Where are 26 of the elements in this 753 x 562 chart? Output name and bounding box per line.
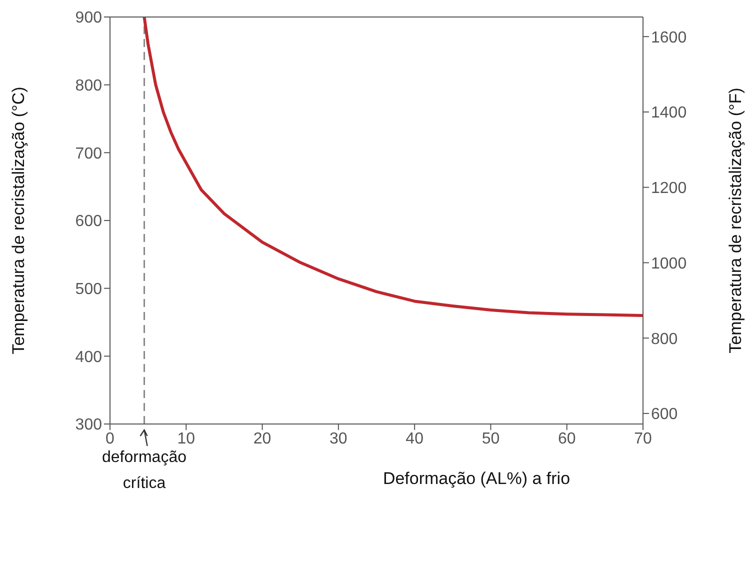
y2-axis-title: Temperatura de recristalização (°F) bbox=[726, 88, 746, 354]
y2-tick-label: 800 bbox=[651, 330, 678, 348]
y-tick-label: 900 bbox=[75, 10, 102, 27]
y-tick-label: 500 bbox=[75, 281, 102, 298]
x-tick-label: 10 bbox=[177, 430, 196, 448]
y2-tick-label: 600 bbox=[651, 406, 678, 424]
x-tick-label: 50 bbox=[482, 430, 500, 448]
y2-tick-label: 1000 bbox=[651, 255, 687, 272]
y2-tick-label: 1600 bbox=[651, 29, 687, 46]
line-series bbox=[142, 17, 643, 317]
y2-tick-label: 1200 bbox=[651, 180, 687, 198]
x-tick-label: 70 bbox=[634, 430, 652, 448]
x-tick-label: 60 bbox=[558, 430, 576, 448]
x-axis-title: Deformação (AL%) a frio bbox=[382, 469, 570, 488]
ref-line-label: deformação crítica bbox=[102, 449, 187, 492]
x-tick-label: 0 bbox=[106, 430, 115, 448]
x-tick-label: 40 bbox=[406, 430, 424, 448]
y-tick-label: 800 bbox=[75, 78, 102, 95]
x-tick-label: 30 bbox=[330, 430, 348, 448]
y-tick-label: 300 bbox=[75, 416, 102, 434]
y-tick-label: 700 bbox=[75, 145, 102, 162]
y-tick-label: 600 bbox=[75, 213, 102, 230]
y2-tick-label: 1400 bbox=[651, 104, 687, 122]
x-tick-label: 20 bbox=[253, 430, 272, 448]
y-axis-title: Temperatura de recristalização (°C) bbox=[9, 86, 28, 354]
y-tick-label: 400 bbox=[75, 348, 102, 366]
